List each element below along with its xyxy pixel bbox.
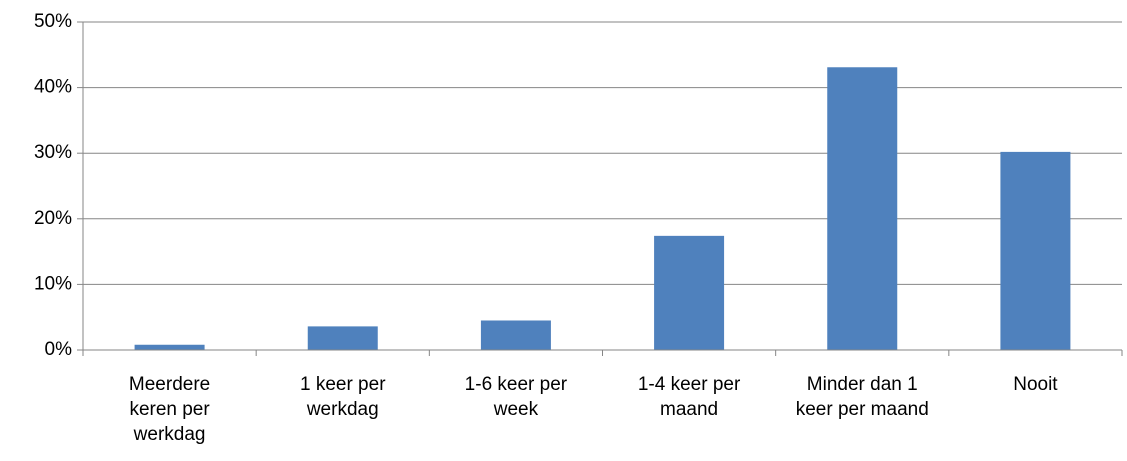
bar [134, 344, 205, 350]
x-tick-label: 1 keer per werkdag [299, 374, 386, 420]
y-tick-label: 10% [34, 273, 72, 294]
y-tick-label: 30% [34, 142, 72, 163]
x-tick-label: Minder dan 1 keer per maand [795, 374, 929, 420]
x-tick-label: 1-4 keer per maand [637, 374, 741, 420]
x-tick-label: Meerdere keren per werkdag [128, 374, 211, 445]
bar [480, 320, 551, 350]
y-tick-label: 0% [45, 339, 73, 360]
y-tick-label: 40% [34, 77, 72, 98]
x-tick-label: Nooit [1013, 374, 1058, 395]
x-tick-label: 1-6 keer per week [464, 374, 568, 420]
bar [307, 326, 378, 350]
bar [1000, 151, 1071, 350]
bar [654, 235, 725, 350]
y-tick-label: 20% [34, 208, 72, 229]
bar [827, 67, 898, 350]
y-tick-label: 50% [34, 11, 72, 32]
